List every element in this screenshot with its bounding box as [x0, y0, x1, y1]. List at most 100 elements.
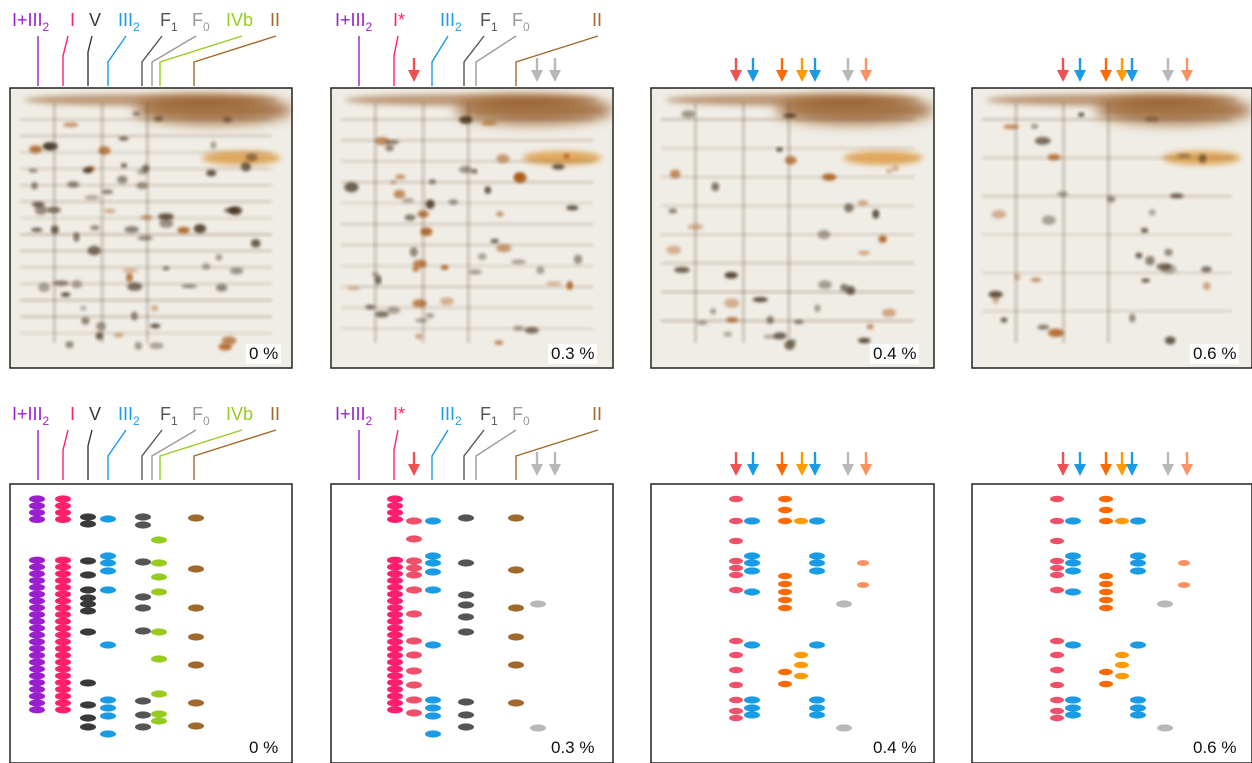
label-ii: II [592, 404, 602, 424]
label-f1: F1 [480, 404, 498, 428]
spot-amber [794, 651, 808, 659]
gel-image-2 [661, 94, 933, 350]
gel-spot [991, 209, 1007, 219]
spot-f1 [458, 613, 474, 621]
gel-spot [1034, 136, 1051, 145]
spot-amber [1115, 661, 1129, 669]
spot-i-star [387, 495, 403, 503]
gel-spot [1030, 277, 1042, 283]
marker-arrow-2-head [776, 70, 788, 82]
leader-ii [515, 35, 599, 86]
leader-f1 [141, 35, 163, 86]
spot-red [1050, 571, 1064, 579]
spot-i-iii2 [29, 638, 45, 646]
spot-i [55, 515, 71, 524]
gel-spot [31, 181, 38, 190]
spot-i [55, 658, 71, 666]
spot-orange [1099, 588, 1113, 596]
spot-blue [809, 517, 825, 525]
spot-iii2 [425, 712, 441, 720]
spot-blue [809, 711, 825, 719]
gel-spot [723, 331, 733, 337]
spot-f1 [458, 591, 474, 599]
spot-f1 [135, 697, 151, 705]
gel-spot [365, 304, 376, 310]
marker-arrow-1-head [1074, 464, 1086, 476]
gel-lane [786, 103, 791, 343]
marker-arrow-5-head [842, 70, 854, 82]
gel-lane [1106, 103, 1111, 343]
gel-smear-orange [201, 151, 281, 165]
gel-spot [404, 214, 416, 221]
label-ii: II [592, 10, 602, 30]
gel-image-1 [341, 94, 612, 345]
spot-blue [1065, 517, 1081, 525]
gel-bands [982, 94, 1251, 345]
spot-v [80, 714, 96, 722]
gel-spot [496, 154, 510, 164]
gel-spot [223, 116, 232, 123]
gel-spot [395, 174, 406, 180]
spot-iii2 [100, 704, 116, 712]
spot-i [55, 672, 71, 680]
gel-spot [127, 282, 143, 291]
leader-v [87, 35, 93, 86]
spot-i [55, 597, 71, 605]
gel-spot [696, 320, 708, 325]
gel-spot [1148, 209, 1156, 216]
leader-f0 [151, 429, 197, 480]
gel-panel-1 [330, 87, 614, 369]
spot-ivb [151, 710, 167, 718]
spot-i-light [406, 571, 422, 579]
gel-spot [1144, 116, 1159, 122]
spot-i [55, 583, 71, 592]
gel-spot [101, 189, 114, 195]
spot-blue [1130, 552, 1146, 560]
gel-spot [551, 163, 565, 170]
spot-v [80, 723, 96, 731]
spot-gray [836, 600, 852, 608]
gel-image-3 [982, 94, 1251, 345]
spot-amber [1115, 672, 1129, 680]
spot-blue [1065, 711, 1081, 719]
spot-i [55, 624, 71, 632]
gel-spot [385, 140, 400, 145]
spot-f1 [458, 698, 474, 706]
marker-arrow-4-head [809, 70, 821, 82]
spot-i-star [387, 502, 403, 510]
spot-i-star [387, 631, 403, 639]
leader-i [62, 429, 69, 480]
label-i-star: I* [393, 404, 405, 424]
spot-ii [188, 722, 204, 730]
marker-arrow-1-head [747, 70, 759, 82]
spot-ii [188, 633, 204, 641]
gel-spot [1048, 328, 1064, 338]
spot-f0-gray [530, 724, 546, 732]
spot-blue [1130, 641, 1146, 649]
gel-spot [1170, 193, 1184, 199]
gel-spot [563, 153, 570, 160]
spot-i-iii2 [29, 685, 45, 694]
spot-i-star [387, 604, 403, 612]
gel-spot [818, 280, 832, 290]
spot-iii2 [425, 641, 441, 649]
label-f1: F1 [160, 404, 178, 428]
gel-spot [494, 340, 504, 345]
gel-spot [193, 223, 207, 234]
leader-i [62, 35, 69, 86]
gel-spot [159, 218, 174, 228]
spot-blue [744, 552, 760, 560]
spot-f1 [135, 558, 151, 566]
label-ii: II [270, 10, 280, 30]
marker-arrow-5-head [1162, 70, 1174, 82]
gel-spot [80, 305, 87, 311]
label-v: V [89, 10, 101, 30]
gel-spot [150, 323, 161, 329]
gel-spot [843, 203, 854, 213]
gel-bands [341, 94, 612, 345]
spot-i [55, 679, 71, 687]
label-iii2: III2 [118, 404, 140, 428]
spot-i-star [387, 570, 403, 578]
marker-arrow-0-head [1057, 70, 1069, 82]
spot-iii2 [100, 712, 116, 720]
